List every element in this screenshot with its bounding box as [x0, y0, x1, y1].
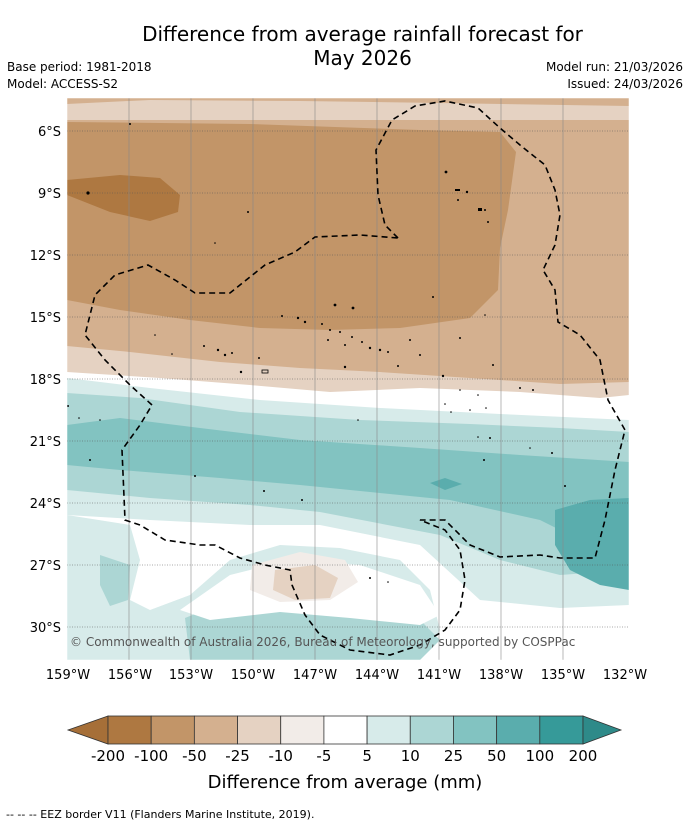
meta-right: Model run: 21/03/2026 Issued: 24/03/2026	[546, 59, 683, 93]
lon-label: 138°W	[479, 668, 523, 683]
colorbar-tick-label: 50	[487, 747, 506, 765]
legend-title: Difference from average (mm)	[208, 772, 483, 793]
colorbar-tick-label: -200	[91, 747, 125, 765]
colorbar-tick-label: -5	[316, 747, 331, 765]
colorbar-segment	[323, 715, 368, 745]
colorbar-extend-high	[582, 715, 623, 745]
lon-label: 159°W	[46, 668, 90, 683]
colorbar-segment	[107, 715, 152, 745]
base-period: Base period: 1981-2018	[7, 60, 152, 74]
colorbar-tick-label: 200	[569, 747, 598, 765]
rainfall-map: © Commonwealth of Australia 2026, Bureau…	[30, 97, 647, 793]
rainfall-field	[67, 98, 629, 660]
chart-title: Difference from average rainfall forecas…	[0, 22, 690, 70]
colorbar-tick-label: -10	[268, 747, 293, 765]
lat-label: 30°S	[30, 621, 61, 636]
copyright-notice: © Commonwealth of Australia 2026, Bureau…	[70, 635, 575, 649]
latitude-axis: 6°S 9°S 12°S 15°S 18°S 21°S 24°S 27°S 30…	[30, 125, 61, 636]
lon-label: 135°W	[541, 668, 585, 683]
colorbar-segment	[409, 715, 454, 745]
colorbar-extend-low	[66, 715, 109, 745]
colorbar-tick-label: -100	[134, 747, 168, 765]
model-run: Model run: 21/03/2026	[545, 60, 683, 74]
lon-label: 132°W	[603, 668, 647, 683]
map-frame	[66, 97, 630, 661]
lon-label: 153°W	[169, 668, 213, 683]
colorbar-tick-label: 100	[525, 747, 554, 765]
colorbar-tick-label: 10	[401, 747, 420, 765]
lat-label: 9°S	[38, 187, 61, 202]
gridlines	[67, 98, 629, 660]
lat-label: 6°S	[38, 125, 61, 140]
colorbar-tick-label: -25	[225, 747, 250, 765]
colorbar-segment	[150, 715, 195, 745]
lat-label: 18°S	[30, 373, 61, 388]
model-name: Model: ACCESS-S2	[7, 77, 119, 91]
lat-label: 24°S	[30, 497, 61, 512]
colorbar-segment	[453, 715, 498, 745]
colorbar-segment	[193, 715, 238, 745]
colorbar-tick-label: -50	[182, 747, 207, 765]
colorbar-tick-label: 5	[362, 747, 372, 765]
islands	[67, 123, 566, 583]
colorbar-segment	[280, 715, 325, 745]
issued-date: Issued: 24/03/2026	[567, 77, 683, 91]
title-line-1: Difference from average rainfall forecas…	[142, 22, 583, 46]
lat-label: 15°S	[30, 311, 61, 326]
title-line-2: May 2026	[313, 46, 412, 70]
lon-label: 141°W	[417, 668, 461, 683]
colorbar-segment	[539, 715, 584, 745]
eez-footnote: -- -- -- EEZ border V11 (Flanders Marine…	[6, 808, 315, 821]
colorbar-tick-label: 25	[444, 747, 463, 765]
eez-border	[84, 100, 626, 656]
lat-label: 21°S	[30, 435, 61, 450]
colorbar-segment	[496, 715, 541, 745]
meta-left: Base period: 1981-2018 Model: ACCESS-S2	[7, 59, 152, 93]
lon-label: 144°W	[355, 668, 399, 683]
colorbar: -200 -100 -50 -25 -10 -5 5 10 25 50 100 200	[66, 715, 623, 765]
longitude-axis: 159°W 156°W 153°W 150°W 147°W 144°W 141°…	[46, 668, 647, 683]
colorbar-segment	[237, 715, 282, 745]
lon-label: 156°W	[108, 668, 152, 683]
lon-label: 147°W	[293, 668, 337, 683]
lat-label: 27°S	[30, 559, 61, 574]
lat-label: 12°S	[30, 249, 61, 264]
colorbar-segment	[366, 715, 411, 745]
lon-label: 150°W	[231, 668, 275, 683]
